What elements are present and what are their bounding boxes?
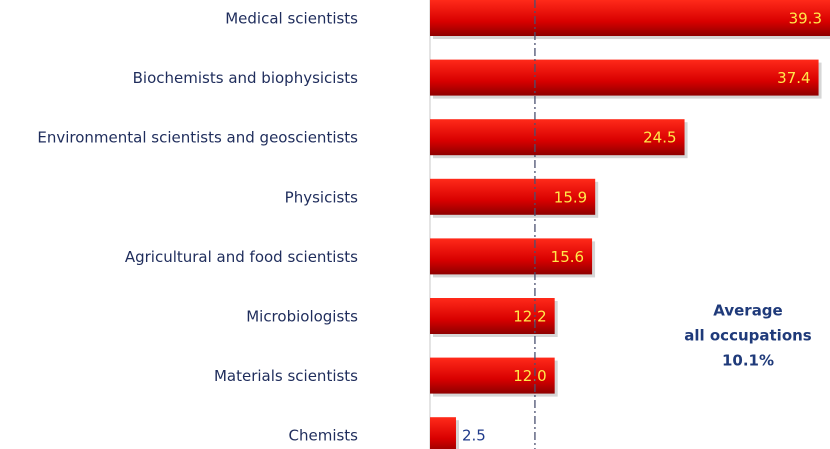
- bar: [430, 298, 555, 334]
- value-label: 2.5: [462, 427, 486, 445]
- category-label: Materials scientists: [214, 367, 358, 385]
- category-label: Environmental scientists and geoscientis…: [37, 129, 358, 147]
- category-label: Physicists: [285, 188, 359, 206]
- annotation: Average: [713, 302, 782, 320]
- value-label: 15.6: [551, 248, 584, 266]
- bar: [430, 417, 456, 449]
- category-label: Microbiologists: [246, 308, 358, 326]
- category-label: Chemists: [289, 427, 359, 445]
- value-label: 37.4: [777, 69, 810, 87]
- value-label: 15.9: [554, 188, 587, 206]
- bar: [430, 178, 596, 215]
- annotation-value: 10.1%: [722, 352, 774, 370]
- bar: [430, 357, 555, 394]
- value-label: 12.2: [513, 308, 546, 326]
- bar: [430, 59, 819, 96]
- value-label: 39.3: [789, 10, 822, 28]
- category-label: Agricultural and food scientists: [125, 248, 358, 266]
- annotation: all occupations: [684, 327, 812, 345]
- bar: [430, 0, 830, 36]
- value-label: 24.5: [643, 129, 676, 147]
- bar: [430, 238, 593, 275]
- category-label: Biochemists and biophysicists: [133, 69, 359, 87]
- category-label: Medical scientists: [225, 10, 358, 28]
- bar: [430, 119, 685, 156]
- value-label: 12.0: [513, 367, 546, 385]
